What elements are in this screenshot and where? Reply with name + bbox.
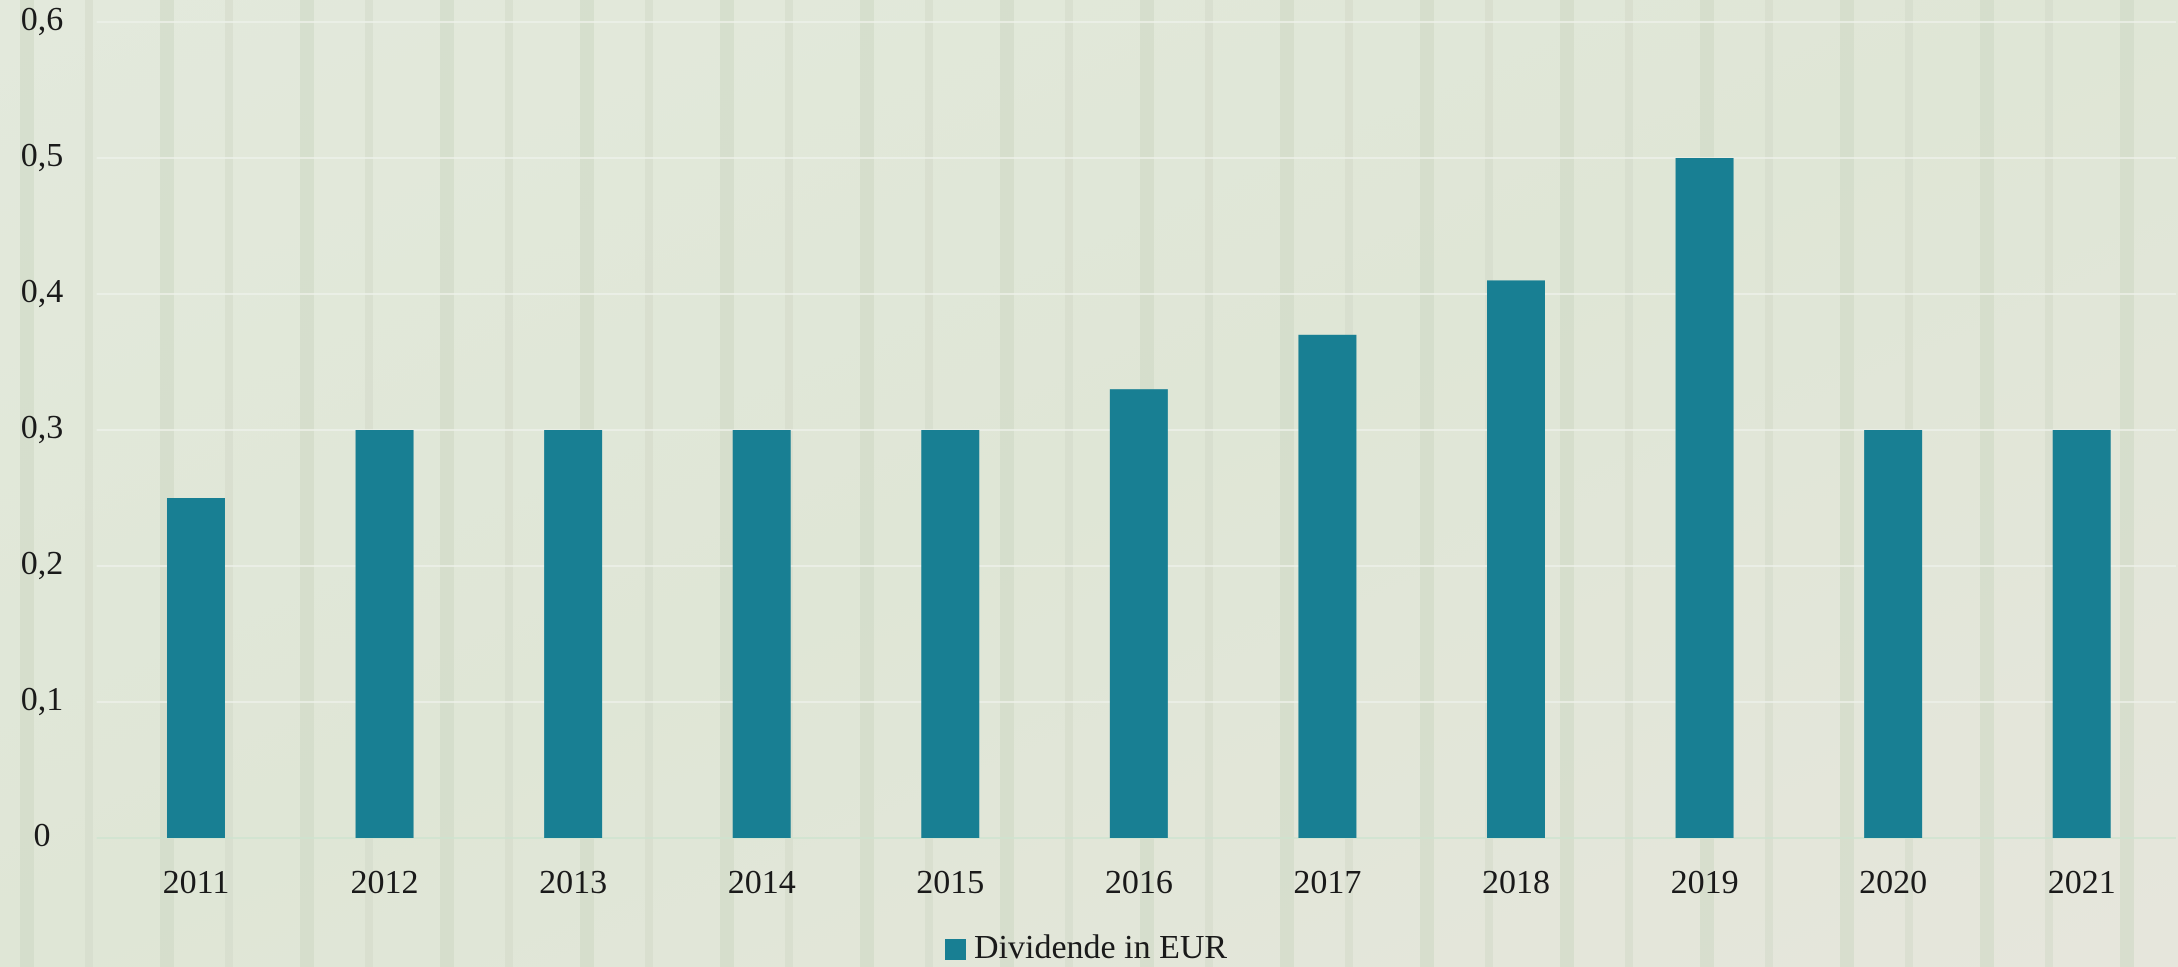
bar — [1676, 158, 1734, 838]
x-tick-label: 2014 — [728, 864, 796, 901]
x-tick-label: 2011 — [163, 864, 230, 901]
bar — [1487, 280, 1545, 838]
bar — [733, 430, 791, 838]
bar — [167, 498, 225, 838]
x-tick-label: 2015 — [916, 864, 984, 901]
x-tick-label: 2019 — [1671, 864, 1739, 901]
x-tick-label: 2020 — [1859, 864, 1927, 901]
x-tick-label: 2016 — [1105, 864, 1173, 901]
x-tick-label: 2017 — [1293, 864, 1361, 901]
bar — [1864, 430, 1922, 838]
bar — [544, 430, 602, 838]
bar — [356, 430, 414, 838]
x-tick-label: 2012 — [351, 864, 419, 901]
y-tick-label: 0,4 — [21, 273, 64, 310]
y-tick-label: 0,1 — [21, 681, 64, 718]
bar — [1110, 389, 1168, 838]
background-texture — [0, 0, 2178, 967]
y-tick-label: 0,5 — [21, 137, 64, 174]
y-tick-label: 0 — [34, 817, 51, 854]
bar — [2053, 430, 2111, 838]
y-tick-label: 0,2 — [21, 545, 64, 582]
bar — [1298, 335, 1356, 838]
y-tick-label: 0,6 — [21, 1, 64, 38]
page: 0 0,1 0,2 0,3 0,4 0,5 0,6 2011 2012 2013 2014 2015 2… — [0, 0, 2178, 967]
bar — [921, 430, 979, 838]
legend-label: Dividende in EUR — [974, 929, 1227, 966]
y-tick-label: 0,3 — [21, 409, 64, 446]
x-tick-label: 2021 — [2048, 864, 2116, 901]
legend-swatch — [945, 939, 966, 960]
x-tick-label: 2018 — [1482, 864, 1550, 901]
x-tick-label: 2013 — [539, 864, 607, 901]
chart: 0 0,1 0,2 0,3 0,4 0,5 0,6 2011 2012 2013 2014 2015 2… — [0, 0, 2178, 967]
